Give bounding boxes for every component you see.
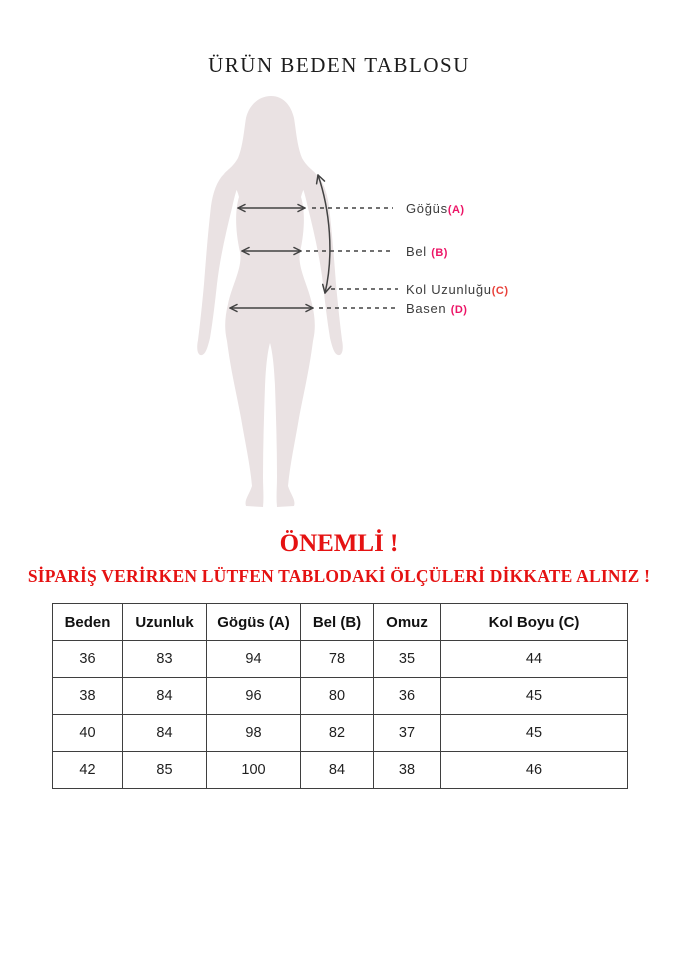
chest-label: Göğüs(A)	[406, 201, 465, 218]
cell-gogus: 96	[206, 677, 301, 715]
arm-length-arrow	[317, 174, 331, 294]
chest-arrowhead-left	[237, 203, 246, 213]
header-beden: Beden	[52, 603, 123, 641]
cell-uzunluk: 84	[122, 677, 207, 715]
size-table-header-row: Beden Uzunluk Gögüs (A) Bel (B) Omuz Kol…	[52, 603, 628, 641]
silhouette-right-arm	[301, 174, 343, 356]
table-row: 38 84 96 80 36 45	[52, 677, 628, 715]
cell-uzunluk: 84	[122, 714, 207, 752]
page-title: ÜRÜN BEDEN TABLOSU	[208, 53, 470, 77]
waist-label-code: (B)	[431, 247, 448, 259]
cell-kol: 46	[440, 751, 628, 789]
cell-uzunluk: 83	[122, 640, 207, 678]
cell-kol: 45	[440, 677, 628, 715]
cell-gogus: 98	[206, 714, 301, 752]
silhouette-left-arm	[197, 174, 239, 356]
arm-length-label: Kol Uzunluğu(C)	[406, 282, 509, 299]
header-uzunluk: Uzunluk	[122, 603, 207, 641]
silhouette-body	[224, 96, 316, 507]
leader-lines	[306, 207, 398, 309]
chest-label-text: Göğüs	[406, 201, 448, 216]
body-diagram-svg	[197, 96, 398, 507]
cell-uzunluk: 85	[122, 751, 207, 789]
header-kol-boyu: Kol Boyu (C)	[440, 603, 628, 641]
arm-length-label-code: (C)	[491, 285, 509, 297]
waist-arrowhead-right	[293, 246, 302, 256]
cell-bel: 80	[300, 677, 374, 715]
header-gogus: Gögüs (A)	[206, 603, 301, 641]
cell-bel: 82	[300, 714, 374, 752]
hip-arrowhead-left	[229, 303, 238, 313]
cell-omuz: 37	[373, 714, 441, 752]
hip-arrowhead-right	[305, 303, 314, 313]
chest-label-code: (A)	[447, 204, 465, 216]
measurement-diagram: Göğüs(A) Bel (B) Kol Uzunluğu(C) Basen (…	[0, 85, 678, 515]
header-omuz: Omuz	[373, 603, 441, 641]
header-bel: Bel (B)	[300, 603, 374, 641]
chest-arrowhead-right	[297, 203, 306, 213]
table-row: 42 85 100 84 38 46	[52, 751, 628, 789]
cell-omuz: 35	[373, 640, 441, 678]
cell-omuz: 36	[373, 677, 441, 715]
arm-arrowhead-bottom	[321, 283, 332, 294]
body-silhouette-icon	[197, 96, 343, 507]
hip-label: Basen (D)	[406, 301, 467, 318]
notice-heading: ÖNEMLİ !	[279, 530, 399, 557]
waist-label-text: Bel	[406, 244, 427, 259]
notice-message: SİPARİŞ VERİRKEN LÜTFEN TABLODAKİ ÖLÇÜLE…	[27, 566, 651, 586]
table-row: 40 84 98 82 37 45	[52, 714, 628, 752]
cell-beden: 40	[52, 714, 123, 752]
cell-gogus: 94	[206, 640, 301, 678]
measurement-arrows	[229, 174, 332, 313]
arm-length-label-text: Kol Uzunluğu	[406, 282, 492, 297]
hip-label-text: Basen	[406, 301, 447, 316]
cell-kol: 44	[440, 640, 628, 678]
cell-kol: 45	[440, 714, 628, 752]
size-table: Beden Uzunluk Gögüs (A) Bel (B) Omuz Kol…	[52, 603, 628, 789]
table-row: 36 83 94 78 35 44	[52, 640, 628, 678]
cell-bel: 78	[300, 640, 374, 678]
cell-beden: 38	[52, 677, 123, 715]
cell-gogus: 100	[206, 751, 301, 789]
waist-label: Bel (B)	[406, 244, 448, 261]
cell-bel: 84	[300, 751, 374, 789]
arm-arrowhead-top	[315, 174, 326, 185]
cell-omuz: 38	[373, 751, 441, 789]
waist-arrowhead-left	[241, 246, 250, 256]
hip-label-code: (D)	[450, 304, 468, 316]
cell-beden: 42	[52, 751, 123, 789]
cell-beden: 36	[52, 640, 123, 678]
